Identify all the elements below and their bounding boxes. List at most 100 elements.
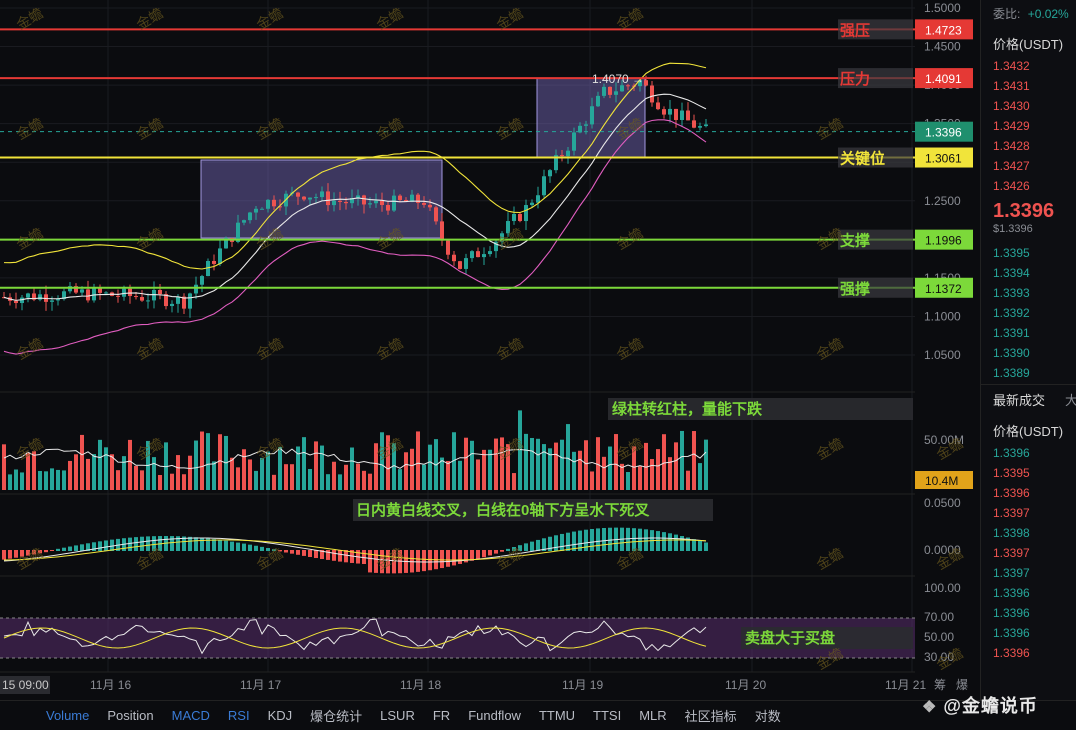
volume-bar xyxy=(650,459,654,490)
macd-histogram-bar xyxy=(440,550,444,569)
orderbook-row[interactable]: 1.3396 xyxy=(993,486,1030,500)
candle-body xyxy=(260,208,264,210)
macd-histogram-bar xyxy=(266,548,270,551)
candle-body xyxy=(572,132,576,151)
level-tag xyxy=(915,68,973,89)
trades-tab-large[interactable]: 大 xyxy=(1065,393,1076,408)
orderbook-row[interactable]: 1.3397 xyxy=(993,566,1030,580)
candle-body xyxy=(200,276,204,285)
orderbook-row[interactable]: 1.3432 xyxy=(993,59,1030,73)
candle-body xyxy=(548,170,552,177)
tab-ttsi[interactable]: TTSI xyxy=(593,708,622,723)
orderbook-row[interactable]: 1.3396 xyxy=(993,646,1030,660)
orderbook-row[interactable]: 1.3396 xyxy=(993,626,1030,640)
candle-body xyxy=(332,200,336,206)
macd-dif-line xyxy=(3,537,707,563)
orderbook-row[interactable]: 1.3389 xyxy=(993,366,1030,380)
tab-kdj[interactable]: KDJ xyxy=(267,708,293,723)
brand-logo-icon: ❖ xyxy=(922,699,938,716)
volume-bar xyxy=(38,470,42,490)
macd-histogram-bar xyxy=(212,539,216,551)
macd-histogram-bar xyxy=(236,542,240,551)
tab-社区指标[interactable]: 社区指标 xyxy=(684,709,737,724)
candle-body xyxy=(686,110,690,121)
orderbook-row[interactable]: 1.3429 xyxy=(993,119,1030,133)
orderbook-row[interactable]: 1.3428 xyxy=(993,139,1030,153)
level-value: 1.4723 xyxy=(925,23,962,37)
candle-body xyxy=(296,192,300,197)
volume-bar xyxy=(662,434,666,490)
tab-ttmu[interactable]: TTMU xyxy=(538,708,576,723)
volume-bar xyxy=(428,444,432,490)
macd-histogram-bar xyxy=(260,546,264,551)
candle-body xyxy=(428,204,432,208)
tab-lsur[interactable]: LSUR xyxy=(380,708,415,723)
candle-body xyxy=(104,292,108,294)
orderbook-row[interactable]: 1.3427 xyxy=(993,159,1030,173)
macd-histogram-bar xyxy=(596,528,600,551)
orderbook-row[interactable]: 1.3390 xyxy=(993,346,1030,360)
level-name: 强撑 xyxy=(840,280,870,298)
volume-bar xyxy=(692,431,696,490)
orderbook-row[interactable]: 1.3395 xyxy=(993,246,1030,260)
volume-bar xyxy=(440,457,444,490)
candle-body xyxy=(116,295,120,297)
tab-爆仓统计[interactable]: 爆仓统计 xyxy=(310,709,363,724)
tab-mlr[interactable]: MLR xyxy=(639,708,667,723)
orderbook-row[interactable]: 1.3430 xyxy=(993,99,1030,113)
candle-body xyxy=(98,288,102,293)
tab-对数[interactable]: 对数 xyxy=(754,709,781,724)
macd-histogram-bar xyxy=(140,536,144,551)
macd-histogram-bar xyxy=(536,539,540,551)
orderbook-row[interactable]: 1.3396 xyxy=(993,446,1030,460)
orderbook-row[interactable]: 1.3431 xyxy=(993,79,1030,93)
candle-body xyxy=(554,155,558,171)
orderbook-row[interactable]: 1.3396 xyxy=(993,586,1030,600)
candle-body xyxy=(218,248,222,264)
macd-histogram-bar xyxy=(542,538,546,551)
price-chart[interactable]: 1.50001.45001.40001.35001.30001.25001.20… xyxy=(0,0,980,700)
volume-bar xyxy=(128,439,132,490)
volume-bar xyxy=(536,438,540,490)
tab-rsi[interactable]: RSI xyxy=(227,708,250,723)
macd-histogram-bar xyxy=(284,550,288,553)
orderbook-row[interactable]: 1.3397 xyxy=(993,506,1030,520)
candle-body xyxy=(422,202,426,205)
orderbook-row[interactable]: 1.3393 xyxy=(993,286,1030,300)
volume-bar xyxy=(272,474,276,490)
volume-bar xyxy=(62,470,66,490)
tab-macd[interactable]: MACD xyxy=(171,708,210,723)
candle-body xyxy=(302,196,306,200)
tab-fundflow[interactable]: Fundflow xyxy=(468,708,521,723)
macd-histogram-bar xyxy=(590,528,594,551)
candle-body xyxy=(506,221,510,234)
volume-bar xyxy=(206,433,210,490)
tab-position[interactable]: Position xyxy=(107,708,154,723)
price-axis-label: 1.0500 xyxy=(924,348,961,362)
orderbook-row[interactable]: 1.3396 xyxy=(993,606,1030,620)
volume-bar xyxy=(158,474,162,490)
macd-histogram-bar xyxy=(80,544,84,551)
macd-histogram-bar xyxy=(26,550,30,556)
volume-bar xyxy=(380,432,384,490)
level-label-bg xyxy=(838,19,913,40)
level-name: 支撑 xyxy=(839,232,870,250)
orderbook-row[interactable]: 1.3391 xyxy=(993,326,1030,340)
tab-fr[interactable]: FR xyxy=(432,708,451,723)
volume-bar xyxy=(86,458,90,490)
candle-body xyxy=(368,203,372,205)
orderbook-row[interactable]: 1.3392 xyxy=(993,306,1030,320)
macd-histogram-bar xyxy=(518,545,522,551)
tab-volume[interactable]: Volume xyxy=(46,708,90,723)
orderbook-row[interactable]: 1.3426 xyxy=(993,179,1030,193)
order-book-panel: 委比: +0.02% 价格(USDT) 1.3396 $1.3396 最新成交 … xyxy=(980,0,1076,700)
trades-title[interactable]: 最新成交 xyxy=(993,393,1046,408)
macd-histogram-bar xyxy=(362,550,366,565)
orderbook-row[interactable]: 1.3395 xyxy=(993,466,1030,480)
orderbook-row[interactable]: 1.3394 xyxy=(993,266,1030,280)
macd-axis-zero: 0.0000 xyxy=(924,543,961,557)
volume-bar xyxy=(620,463,624,490)
orderbook-row[interactable]: 1.3397 xyxy=(993,546,1030,560)
orderbook-row[interactable]: 1.3398 xyxy=(993,526,1030,540)
level-label-bg xyxy=(838,68,913,89)
